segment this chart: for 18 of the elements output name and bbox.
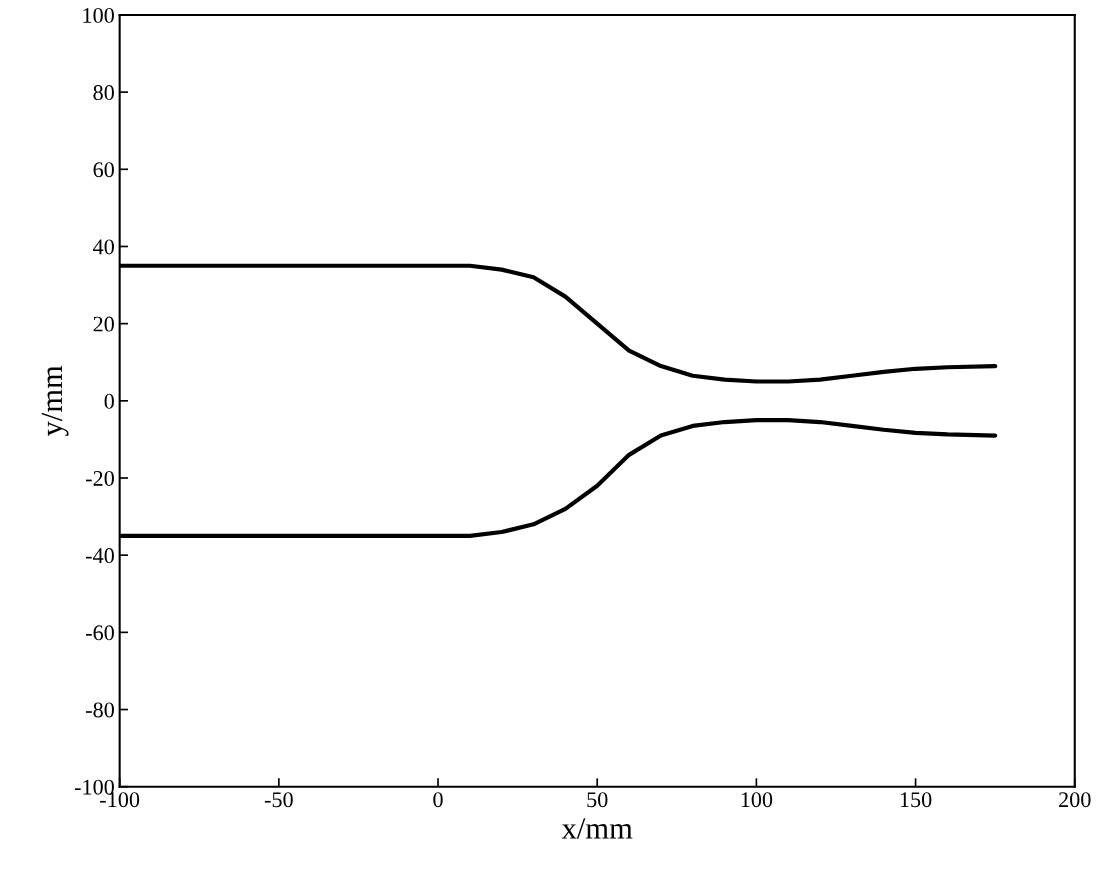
y-tick-label: -20 xyxy=(86,470,114,486)
x-tick-label: 50 xyxy=(587,792,608,808)
y-axis-title: y/mm xyxy=(41,365,69,437)
x-axis-title: x/mm xyxy=(561,818,633,839)
x-tick-label: -50 xyxy=(264,792,293,808)
x-tick-label: 200 xyxy=(1059,792,1091,808)
y-tick-label: 80 xyxy=(93,85,114,101)
x-tick-label: 0 xyxy=(433,792,443,808)
x-tick-label: 150 xyxy=(900,792,932,808)
y-tick-label: 0 xyxy=(104,393,114,409)
y-tick-label: 100 xyxy=(83,7,114,23)
y-tick-label: 40 xyxy=(93,239,114,255)
y-tick-label: -40 xyxy=(86,548,114,564)
y-tick-label: 60 xyxy=(93,162,114,178)
x-tick-label: 100 xyxy=(741,792,773,808)
y-tick-label: -80 xyxy=(86,702,114,718)
y-tick-label: -60 xyxy=(86,625,114,641)
y-tick-label: 20 xyxy=(93,316,114,332)
